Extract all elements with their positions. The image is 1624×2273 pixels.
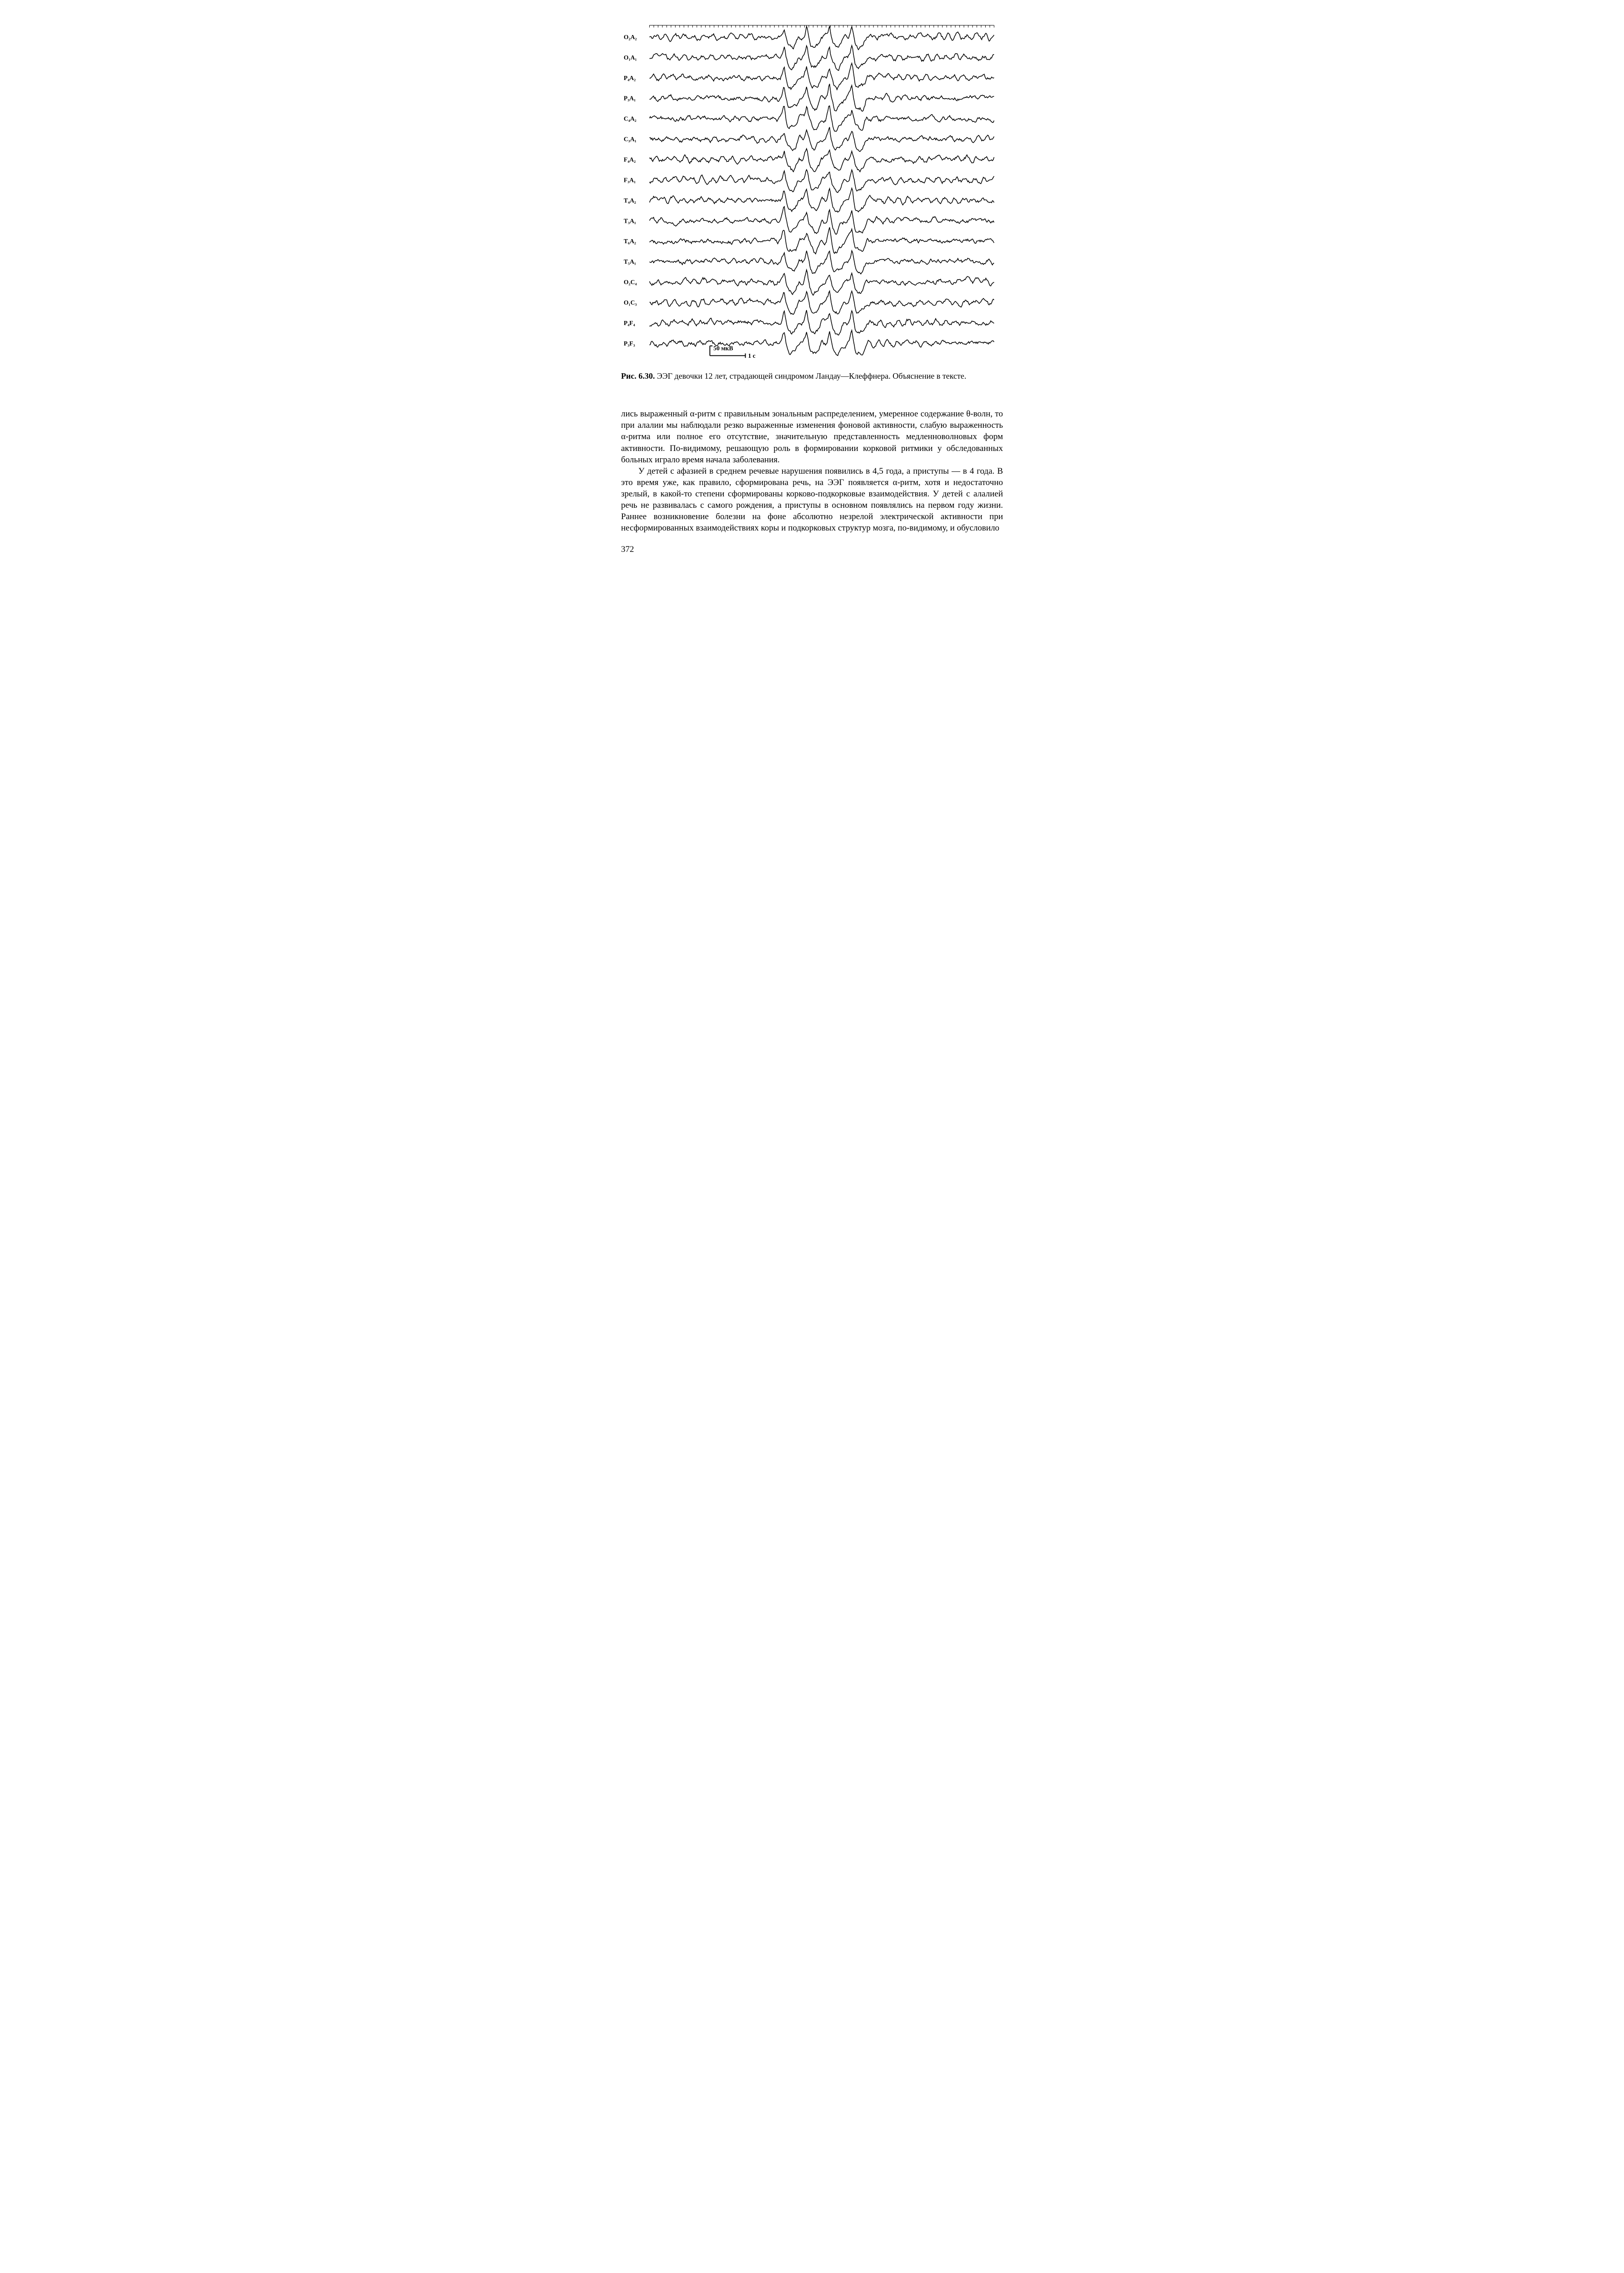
eeg-trace bbox=[650, 227, 994, 254]
eeg-trace bbox=[650, 84, 994, 111]
eeg-trace bbox=[650, 106, 994, 131]
eeg-trace bbox=[650, 63, 994, 90]
channel-label: O₁C₃ bbox=[624, 299, 637, 306]
page: O₂A₂ O₁A₁ P₄A₂ P₃A₁ C₄A₂ C₃A₁ F₄A₂ F₃A₁ T₄A₂ T₃A₁… bbox=[594, 0, 1030, 573]
body-text: лись выраженный α-ритм с правильным зона… bbox=[621, 408, 1003, 534]
figure-label: Рис. 6.30. bbox=[621, 371, 655, 381]
channel-label: P₄A₂ bbox=[624, 75, 636, 81]
eeg-trace bbox=[650, 206, 994, 234]
channel-label: O₁A₁ bbox=[624, 54, 637, 61]
channel-label: C₄A₂ bbox=[624, 115, 637, 122]
eeg-trace bbox=[650, 127, 994, 152]
eeg-trace bbox=[650, 26, 994, 50]
channel-label: P₃F₃ bbox=[624, 340, 635, 347]
figure-caption-text: ЭЭГ девочки 12 лет, страдающей синдромом… bbox=[657, 371, 967, 381]
channel-label: F₄A₂ bbox=[624, 156, 636, 163]
eeg-trace bbox=[650, 188, 994, 212]
eeg-trace bbox=[650, 170, 994, 192]
paragraph-1: лись выраженный α-ритм с правильным зона… bbox=[621, 408, 1003, 465]
channel-label: T₄A₂ bbox=[624, 197, 636, 204]
channel-label: O₂C₄ bbox=[624, 279, 637, 285]
channel-label: T₆A₂ bbox=[624, 238, 636, 245]
eeg-trace bbox=[650, 250, 994, 274]
paragraph-2: У детей с афазией в среднем речевые нару… bbox=[621, 466, 1003, 534]
channel-label: F₃A₁ bbox=[624, 176, 636, 183]
channel-label: O₂A₂ bbox=[624, 34, 637, 40]
channel-label: T₃A₁ bbox=[624, 217, 636, 224]
eeg-trace bbox=[650, 270, 994, 295]
eeg-svg: O₂A₂ O₁A₁ P₄A₂ P₃A₁ C₄A₂ C₃A₁ F₄A₂ F₃A₁ T₄A₂ T₃A₁… bbox=[621, 18, 1003, 366]
scale-bar: 50 мкВ 1 с bbox=[710, 345, 755, 360]
channel-label: T₅A₁ bbox=[624, 258, 636, 265]
page-number: 372 bbox=[621, 545, 1003, 555]
eeg-trace bbox=[650, 330, 994, 356]
eeg-figure: O₂A₂ O₁A₁ P₄A₂ P₃A₁ C₄A₂ C₃A₁ F₄A₂ F₃A₁ T₄A₂ T₃A₁… bbox=[621, 18, 1003, 366]
eeg-trace bbox=[650, 45, 994, 70]
figure-caption: Рис. 6.30. ЭЭГ девочки 12 лет, страдающе… bbox=[621, 371, 1003, 381]
eeg-trace bbox=[650, 149, 994, 172]
channel-label: P₄F₄ bbox=[624, 320, 635, 326]
channel-label: P₃A₁ bbox=[624, 95, 636, 102]
eeg-trace bbox=[650, 310, 994, 335]
channel-label: C₃A₁ bbox=[624, 136, 637, 143]
eeg-trace bbox=[650, 291, 994, 314]
scale-uv-label: 50 мкВ bbox=[713, 345, 733, 352]
scale-time-label: 1 с bbox=[748, 352, 755, 359]
